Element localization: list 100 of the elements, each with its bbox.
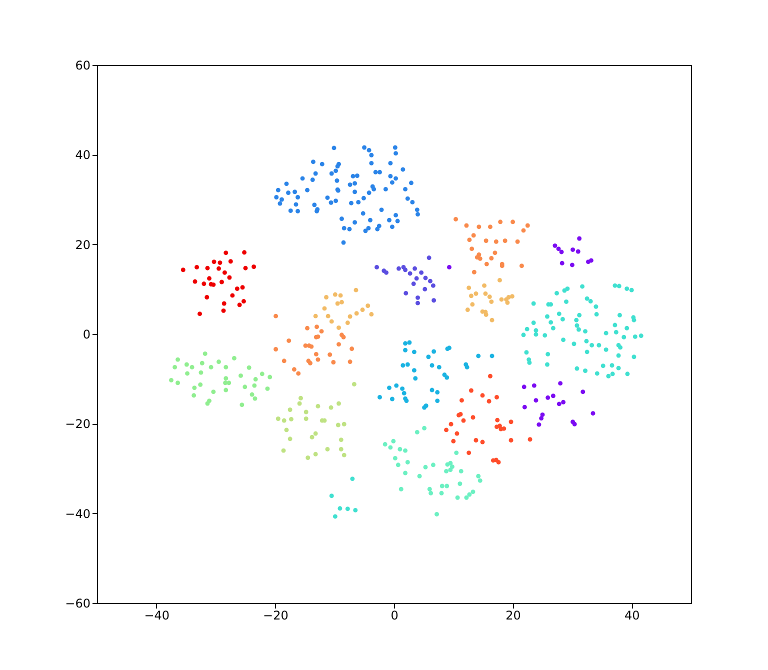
point bbox=[202, 282, 206, 286]
point bbox=[322, 306, 327, 311]
point bbox=[394, 383, 399, 388]
point bbox=[241, 299, 246, 304]
point bbox=[577, 236, 582, 241]
point bbox=[522, 404, 527, 410]
point bbox=[444, 428, 449, 432]
point bbox=[528, 437, 532, 442]
point bbox=[430, 388, 434, 392]
point bbox=[227, 275, 232, 280]
point bbox=[309, 344, 314, 349]
point bbox=[398, 446, 402, 452]
point bbox=[471, 233, 476, 238]
point bbox=[558, 381, 563, 386]
point bbox=[298, 396, 303, 400]
point bbox=[288, 408, 292, 412]
point bbox=[208, 364, 214, 370]
point bbox=[338, 293, 343, 298]
point bbox=[224, 250, 228, 256]
point bbox=[328, 405, 334, 410]
point bbox=[450, 464, 454, 469]
point bbox=[268, 374, 272, 380]
point bbox=[576, 249, 580, 254]
point bbox=[422, 286, 428, 292]
point bbox=[428, 490, 434, 496]
point bbox=[198, 312, 202, 316]
point bbox=[448, 468, 453, 472]
point bbox=[335, 301, 340, 306]
point bbox=[468, 388, 474, 393]
point bbox=[466, 450, 472, 456]
point bbox=[205, 266, 210, 270]
point bbox=[488, 224, 492, 230]
point bbox=[525, 223, 530, 228]
point bbox=[426, 354, 431, 360]
point bbox=[390, 396, 394, 402]
point bbox=[274, 347, 278, 352]
point bbox=[411, 282, 416, 286]
point bbox=[289, 416, 294, 422]
point bbox=[412, 266, 418, 271]
point bbox=[326, 314, 330, 318]
y-tick-label: −20 bbox=[65, 417, 90, 432]
point bbox=[169, 378, 174, 382]
point bbox=[536, 422, 542, 427]
point bbox=[224, 388, 228, 392]
point bbox=[430, 462, 436, 468]
point bbox=[324, 295, 329, 300]
point bbox=[176, 357, 180, 362]
point bbox=[388, 445, 393, 450]
point bbox=[502, 426, 506, 431]
point bbox=[190, 364, 194, 370]
point bbox=[590, 411, 596, 416]
point bbox=[398, 486, 404, 492]
point bbox=[419, 270, 424, 275]
point bbox=[561, 400, 566, 404]
point bbox=[204, 295, 210, 300]
point bbox=[345, 320, 350, 326]
point bbox=[522, 384, 526, 390]
point bbox=[455, 495, 460, 500]
point bbox=[470, 490, 476, 494]
point bbox=[492, 250, 498, 256]
point bbox=[384, 270, 389, 275]
point bbox=[304, 416, 308, 421]
point bbox=[414, 276, 419, 281]
point bbox=[310, 434, 314, 440]
point bbox=[464, 495, 469, 500]
x-tick-label: −20 bbox=[263, 608, 288, 622]
point bbox=[224, 376, 228, 381]
point bbox=[570, 247, 576, 252]
point bbox=[211, 282, 216, 287]
point bbox=[413, 376, 418, 381]
point bbox=[319, 329, 324, 334]
point bbox=[252, 396, 258, 401]
point bbox=[336, 422, 340, 428]
point bbox=[403, 470, 408, 476]
point bbox=[316, 357, 320, 362]
y-tick-label: 40 bbox=[75, 148, 90, 162]
x-tick-label: −40 bbox=[144, 608, 170, 622]
point bbox=[391, 438, 396, 444]
point bbox=[328, 352, 332, 357]
point bbox=[226, 380, 232, 386]
point bbox=[422, 426, 427, 430]
point bbox=[489, 299, 494, 304]
point bbox=[274, 314, 278, 318]
point bbox=[480, 393, 485, 398]
point bbox=[336, 342, 341, 347]
point bbox=[366, 304, 370, 308]
point bbox=[180, 268, 186, 272]
point bbox=[405, 460, 410, 464]
point bbox=[508, 438, 514, 442]
point bbox=[478, 478, 482, 483]
point bbox=[220, 280, 224, 284]
point bbox=[387, 386, 392, 390]
x-tick-label: 40 bbox=[624, 608, 640, 622]
point bbox=[483, 291, 488, 296]
point bbox=[451, 438, 456, 444]
point bbox=[580, 390, 586, 394]
point bbox=[556, 246, 561, 252]
point bbox=[222, 270, 227, 275]
point bbox=[412, 368, 416, 373]
point bbox=[428, 278, 432, 284]
